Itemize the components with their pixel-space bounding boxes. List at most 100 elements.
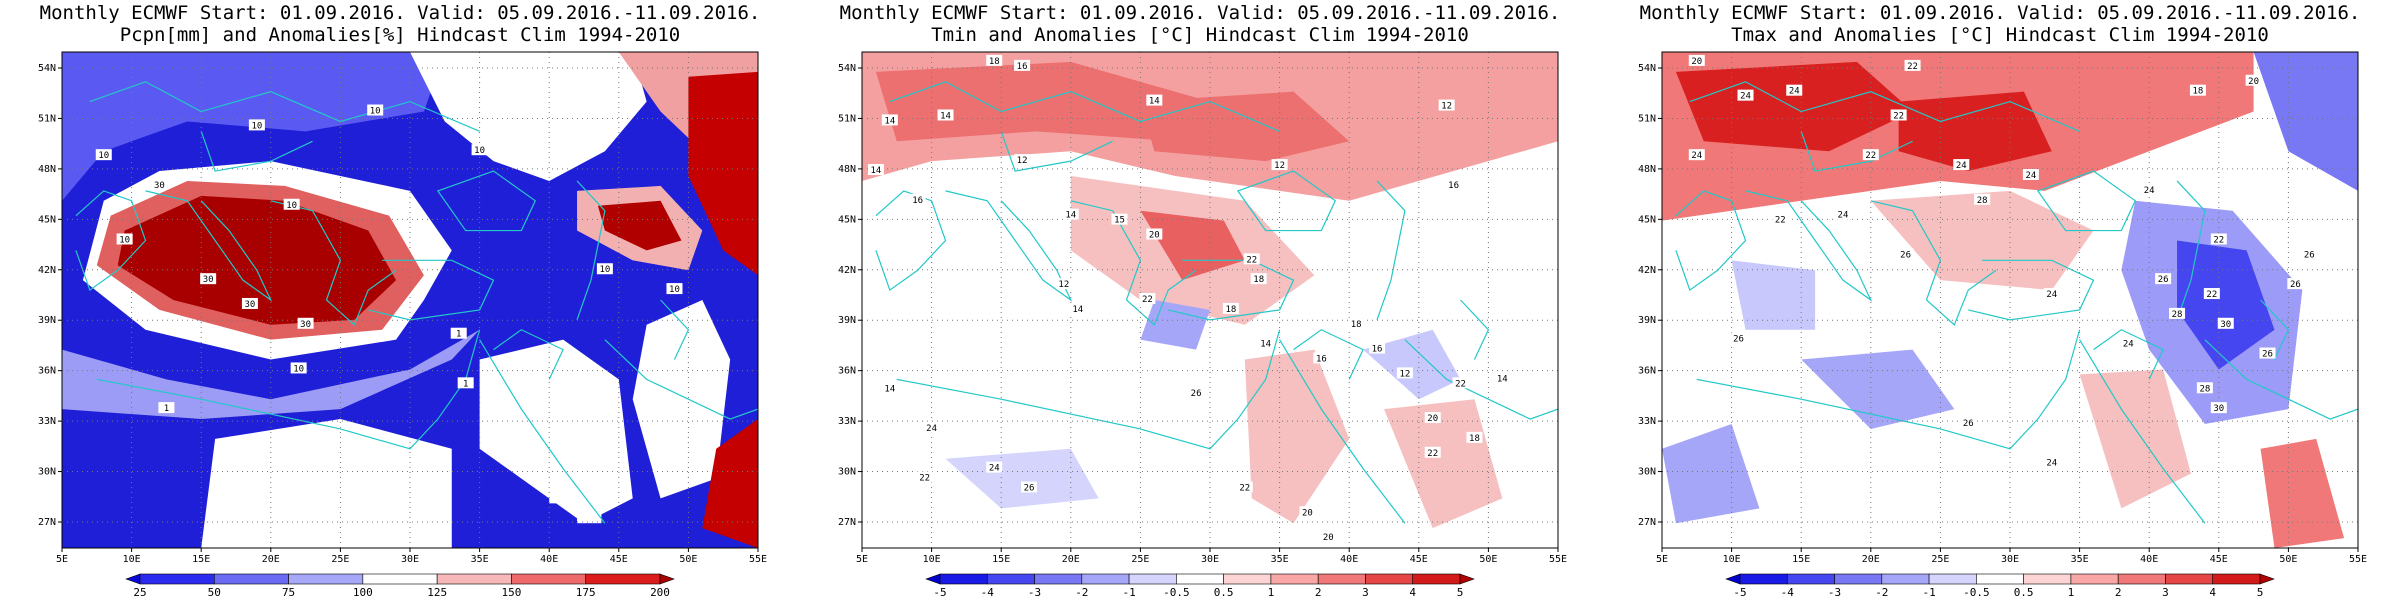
colorbar-segment: [1834, 573, 1883, 585]
x-tick-label: 35E: [471, 554, 489, 565]
no-data-block: [521, 399, 546, 424]
coastline: [146, 191, 271, 300]
colorbar-segment: [288, 573, 364, 585]
colorbar-segment: [1223, 573, 1272, 585]
no-data-block: [270, 448, 296, 474]
coastline: [2177, 181, 2205, 320]
y-tick-label: 45N: [838, 214, 856, 225]
colorbar-segment: [1034, 573, 1083, 585]
colorbar-segment: [1270, 573, 1319, 585]
coastline: [1280, 340, 1405, 524]
contour-label: 24: [1956, 161, 1967, 171]
colorbar-label: -1: [1922, 586, 1935, 599]
contour-label-box: [2203, 288, 2220, 300]
colorbar-cap-high: [2259, 573, 2275, 585]
contour-label-box: [1862, 149, 1879, 161]
colorbar-label: 100: [353, 586, 373, 599]
contour-label-box: [283, 198, 300, 210]
coastline: [897, 330, 1280, 449]
contour-label-box: [1146, 228, 1163, 240]
anomaly-field: [597, 200, 682, 251]
colorbar-segment: [139, 573, 215, 585]
contour-label: 22: [2206, 290, 2217, 300]
colorbar-label: 75: [282, 586, 295, 599]
contour-label-box: [881, 382, 898, 394]
x-tick-label: 5E: [56, 554, 68, 565]
colorbar: -5 -4 -3 -2 -1 -0.5 0.5 1 2 3 4 5: [925, 573, 1475, 599]
panel-title-line1: Monthly ECMWF Start: 01.09.2016. Valid: …: [39, 2, 761, 24]
coastline: [1168, 260, 1293, 320]
colorbar-label: -5: [1733, 586, 1746, 599]
no-data-block: [549, 478, 574, 504]
contour-label: 16: [1448, 181, 1459, 191]
anomaly-field: [1870, 190, 2094, 291]
contour-label-box: [1424, 412, 1441, 424]
contour-label: 10: [98, 151, 109, 161]
no-data-block: [423, 488, 449, 514]
contour-label-box: [1897, 248, 1914, 260]
contour-label-box: [2043, 456, 2060, 468]
y-tick-label: 27N: [1638, 517, 1656, 528]
contour-label: 26: [2262, 350, 2273, 360]
contour-label: 26: [1024, 483, 1035, 493]
coastline: [946, 191, 1071, 300]
contour-label: 22: [1775, 216, 1786, 226]
contour-label-box: [916, 471, 933, 483]
y-tick-label: 45N: [38, 214, 56, 225]
contour-label-box: [2287, 278, 2304, 290]
x-tick-label: 25E: [331, 554, 349, 565]
contour-label: 22: [1893, 111, 1904, 121]
contour-label: 10: [119, 235, 130, 245]
no-data-block: [507, 428, 532, 454]
coastline: [1461, 300, 1489, 360]
contour-label: 24: [2046, 290, 2057, 300]
colorbar-segment: [2070, 573, 2119, 585]
panel-title-line1: Monthly ECMWF Start: 01.09.2016. Valid: …: [1639, 2, 2361, 24]
x-tick-label: 35E: [1271, 554, 1289, 565]
coastline: [494, 330, 564, 380]
contour-label: 14: [884, 384, 895, 394]
contour-label: 12: [1274, 161, 1285, 171]
x-tick-label: 15E: [192, 554, 210, 565]
contour-label-box: [1320, 531, 1337, 543]
contour-label-box: [2022, 169, 2039, 180]
contour-label: 30: [244, 300, 255, 310]
anomaly-field: [62, 329, 480, 420]
y-tick-label: 42N: [838, 265, 856, 276]
colorbar-segment: [1081, 573, 1130, 585]
contour-label: 24: [2144, 186, 2155, 196]
contour-label-box: [1688, 54, 1705, 66]
contour-label: 28: [2172, 310, 2183, 320]
contour-label: 18: [1253, 275, 1264, 285]
colorbar-segment: [939, 573, 988, 585]
contour-label-box: [1062, 208, 1079, 220]
colorbar-label: 175: [576, 586, 596, 599]
x-tick-label: 30E: [2001, 554, 2019, 565]
coastline: [605, 340, 758, 419]
colorbar-segment: [2023, 573, 2072, 585]
colorbar-label: -5: [933, 586, 946, 599]
contour-label-box: [457, 377, 474, 389]
coastline: [1405, 340, 1558, 419]
anomaly-field: [688, 71, 758, 276]
contour-label: 30: [2220, 320, 2231, 330]
x-tick-label: 30E: [1201, 554, 1219, 565]
contour-label-box: [1737, 89, 1754, 101]
coastline: [90, 82, 480, 132]
colorbar-segment: [1786, 573, 1835, 585]
colorbar-cap-low: [125, 573, 141, 585]
contour-label: 20: [1323, 533, 1334, 543]
anomaly-field: [2177, 240, 2275, 370]
contour-label-box: [2217, 317, 2234, 329]
contour-label-box: [1494, 372, 1511, 384]
colorbar-label: 0.5: [1214, 586, 1234, 599]
contour-label-box: [1014, 59, 1031, 71]
contour-label: 14: [940, 111, 951, 121]
contour-label-box: [1299, 506, 1316, 518]
contour-label-box: [1222, 302, 1239, 314]
contour-label-box: [2245, 74, 2262, 86]
contour-label-box: [2120, 337, 2137, 349]
y-tick-label: 30N: [38, 467, 56, 478]
anomaly-field: [117, 195, 397, 325]
